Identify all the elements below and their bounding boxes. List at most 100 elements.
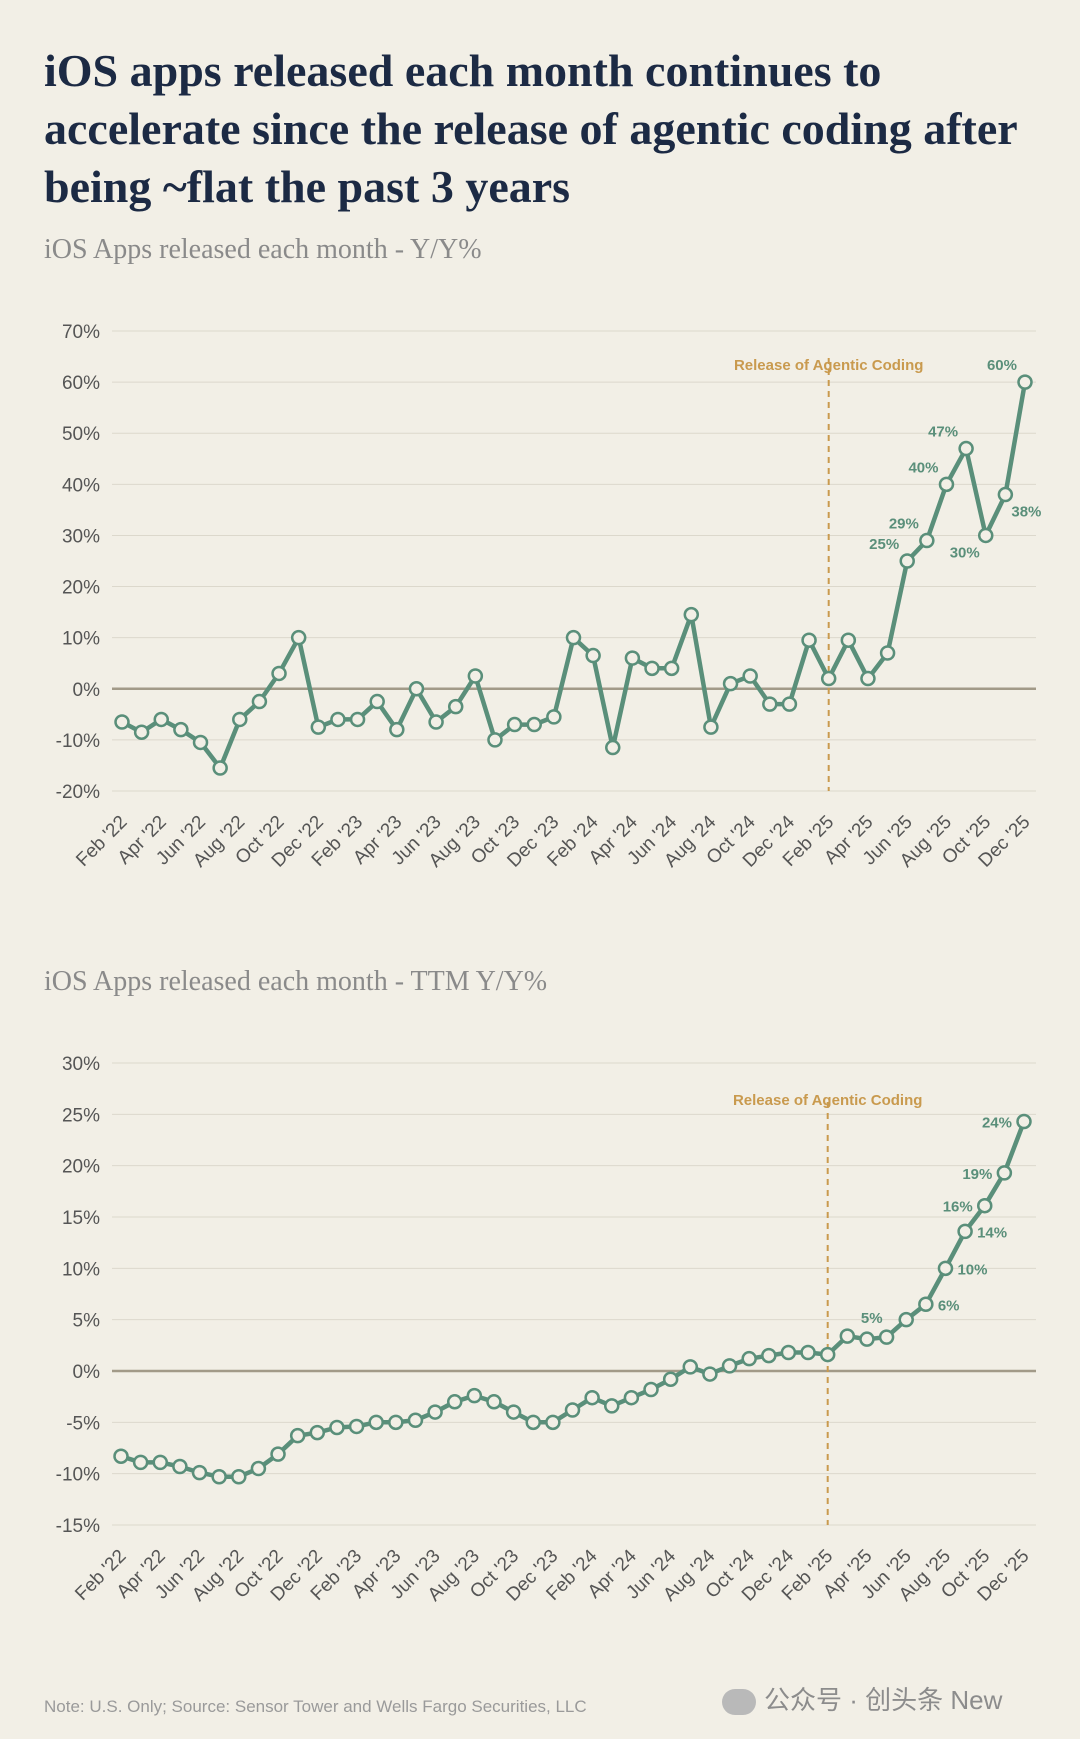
yoy-data-point: [526, 716, 542, 733]
yoy-y-tick-label: -20%: [56, 782, 100, 803]
ttm-data-point: [623, 1389, 640, 1406]
yoy-data-point: [624, 650, 641, 666]
yoy-data-point: [1017, 374, 1033, 390]
ttm-data-point: [1016, 1113, 1032, 1130]
yoy-data-point: [703, 719, 719, 735]
ttm-data-point: [446, 1394, 463, 1410]
watermark-text: 公众号 · 创头条 New: [764, 1685, 1003, 1715]
ttm-data-point: [996, 1165, 1013, 1181]
yoy-y-tick-label: -10%: [56, 731, 100, 752]
yoy-data-point: [899, 553, 915, 569]
ttm-data-point: [859, 1331, 875, 1347]
yoy-data-point: [742, 668, 758, 684]
yoy-data-point: [428, 714, 444, 730]
yoy-data-point: [447, 698, 464, 715]
ttm-data-point: [250, 1460, 267, 1477]
ttm-data-point: [289, 1427, 306, 1444]
yoy-data-point: [879, 645, 896, 661]
ttm-data-point: [545, 1414, 561, 1431]
yoy-data-point: [781, 696, 798, 712]
ttm-data-point: [191, 1464, 208, 1481]
yoy-data-point: [644, 660, 660, 677]
yoy-data-label: 40%: [908, 459, 938, 476]
ttm-data-point: [898, 1311, 914, 1328]
yoy-data-point: [133, 724, 150, 740]
ttm-y-tick-label: 25%: [62, 1105, 100, 1126]
yoy-data-point: [408, 681, 425, 697]
ttm-y-tick-label: 0%: [73, 1362, 101, 1383]
yoy-data-point: [153, 711, 170, 728]
chart1-title: iOS Apps released each month - Y/Y%: [44, 234, 482, 265]
yoy-data-point: [840, 632, 857, 648]
ttm-data-point: [348, 1418, 365, 1435]
ttm-data-label: 14%: [977, 1224, 1007, 1241]
ttm-data-point: [211, 1468, 227, 1485]
ttm-data-point: [702, 1366, 718, 1382]
ttm-data-point: [388, 1414, 404, 1431]
yoy-data-point: [585, 647, 601, 664]
yoy-data-point: [762, 696, 778, 712]
ttm-data-point: [113, 1448, 129, 1464]
yoy-data-point: [860, 670, 876, 687]
yoy-data-point: [330, 711, 346, 728]
yoy-data-point: [467, 668, 484, 684]
source-note: Note: U.S. Only; Source: Sensor Tower an…: [44, 1697, 587, 1716]
wechat-icon: [722, 1689, 756, 1716]
ttm-data-point: [466, 1387, 483, 1404]
yoy-data-point: [820, 670, 837, 687]
ttm-y-tick-label: 30%: [62, 1054, 100, 1075]
yoy-y-tick-label: 0%: [73, 680, 101, 701]
ttm-data-label: 6%: [938, 1297, 960, 1314]
ttm-data-point: [132, 1454, 149, 1471]
yoy-data-point: [212, 760, 228, 776]
yoy-data-label: 25%: [869, 536, 899, 553]
ttm-data-point: [329, 1419, 345, 1436]
ttm-data-point: [721, 1358, 738, 1374]
yoy-data-label: 47%: [928, 424, 958, 441]
ttm-data-point: [878, 1329, 895, 1345]
yoy-data-point: [663, 660, 680, 677]
yoy-data-label: 38%: [1011, 504, 1041, 521]
yoy-data-point: [369, 693, 385, 710]
ttm-data-point: [604, 1398, 620, 1414]
yoy-data-point: [389, 721, 405, 738]
yoy-data-point: [271, 665, 287, 682]
yoy-data-point: [310, 719, 327, 735]
ttm-y-tick-label: 15%: [62, 1208, 100, 1229]
yoy-data-point: [251, 693, 268, 710]
ttm-data-point: [918, 1296, 934, 1313]
yoy-data-point: [919, 532, 935, 549]
yoy-y-tick-label: 50%: [62, 424, 100, 445]
ttm-y-tick-label: 10%: [62, 1259, 100, 1280]
chart2-title: iOS Apps released each month - TTM Y/Y%: [44, 966, 548, 997]
ttm-data-point: [957, 1223, 973, 1240]
ttm-y-tick-label: -10%: [56, 1465, 100, 1486]
yoy-data-point: [349, 711, 366, 728]
yoy-y-tick-label: 70%: [62, 322, 100, 343]
ttm-data-label: 5%: [861, 1310, 883, 1327]
yoy-data-point: [722, 675, 739, 692]
yoy-data-label: 30%: [950, 544, 980, 561]
ttm-data-label: 19%: [962, 1166, 992, 1183]
yoy-line-chart: 70%60%50%40%30%20%10%0%-10%-20%Feb '22Ap…: [56, 322, 1042, 872]
ttm-data-point: [584, 1389, 600, 1406]
yoy-data-point: [605, 739, 621, 756]
ttm-y-tick-label: -5%: [66, 1413, 100, 1434]
ttm-data-point: [643, 1381, 659, 1398]
yoy-data-point: [997, 486, 1014, 503]
yoy-data-point: [683, 606, 700, 623]
yoy-y-tick-label: 40%: [62, 475, 100, 496]
ttm-line-chart: 30%25%20%15%10%5%0%-5%-10%-15%Feb '22Apr…: [56, 1054, 1036, 1606]
yoy-data-point: [173, 721, 189, 738]
yoy-data-point: [977, 527, 994, 544]
yoy-data-point: [192, 734, 209, 751]
ttm-data-point: [800, 1344, 816, 1361]
yoy-data-point: [938, 476, 955, 493]
yoy-data-point: [801, 632, 817, 648]
yoy-y-tick-label: 10%: [62, 629, 100, 650]
yoy-data-point: [546, 709, 562, 725]
yoy-series-line: [119, 379, 1028, 771]
ttm-data-point: [505, 1404, 522, 1420]
yoy-y-tick-label: 20%: [62, 578, 100, 599]
ttm-data-label: 24%: [982, 1115, 1012, 1132]
